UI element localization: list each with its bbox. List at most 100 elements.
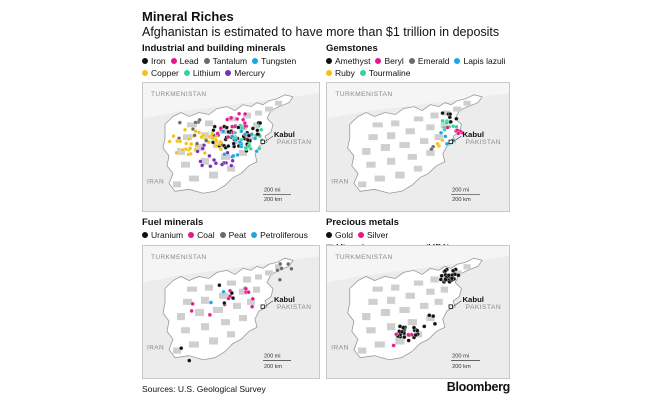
mineral-resource-area: [405, 128, 415, 135]
map-industrial: TURKMENISTAN PAKISTAN IRAN Kabul 200 mi 200 k…: [142, 82, 320, 212]
deposit-dot: [221, 129, 226, 134]
deposit-dot: [184, 141, 189, 146]
source-note: Sources: U.S. Geological Survey: [142, 384, 266, 394]
mineral-resource-area: [395, 171, 405, 179]
deposit-dot: [448, 119, 453, 124]
mineral-resource-area: [247, 298, 255, 305]
mineral-resource-area: [413, 165, 423, 172]
deposit-dot: [197, 130, 202, 135]
legend-dot-icon: [170, 58, 177, 64]
legend-dot-icon: [359, 70, 366, 76]
deposit-dot: [194, 141, 200, 146]
mineral-resource-area: [195, 308, 204, 317]
deposit-dot: [215, 131, 220, 136]
mineral-resource-area: [255, 110, 262, 116]
deposit-dot: [192, 133, 197, 138]
deposit-dot: [190, 301, 195, 306]
mineral-resource-area: [442, 110, 451, 116]
mineral-resource-area: [205, 120, 213, 127]
deposit-dot: [180, 148, 185, 153]
deposit-dot: [445, 125, 450, 130]
mineral-resource-area: [368, 298, 378, 305]
legend-industrial: Iron Lead Tantalum Tungsten Copper Lithium Mer…: [142, 55, 312, 79]
mineral-resource-area: [187, 122, 197, 128]
mineral-resource-area: [426, 288, 435, 295]
scale-label-km: 200 km: [264, 364, 282, 370]
deposit-dot: [241, 117, 246, 122]
mineral-resource-area: [239, 288, 247, 295]
deposit-dot: [197, 117, 202, 122]
mineral-resource-area: [386, 157, 396, 165]
mineral-resource-area: [239, 149, 247, 156]
legend-label: Lead: [179, 56, 199, 66]
deposit-dot: [440, 118, 445, 123]
mineral-resource-area: [362, 313, 371, 321]
legend-item: Lead: [170, 55, 199, 67]
deposit-dot: [237, 111, 242, 116]
legend-label: Beryl: [384, 56, 404, 66]
deposit-dot: [406, 338, 411, 343]
map-svg: TURKMENISTAN PAKISTAN IRAN Kabul 200 mi 200 k…: [327, 246, 509, 378]
panel-title-gemstones: Gemstones: [326, 43, 378, 54]
afghanistan-outline: [162, 257, 294, 361]
deposit-dot: [213, 143, 219, 148]
mineral-resource-area: [463, 264, 471, 270]
kabul-leader-line: [264, 135, 274, 142]
legend-label: Iron: [151, 56, 166, 66]
mineral-resource-area: [247, 134, 255, 141]
legend-dot-icon: [203, 58, 210, 64]
deposit-dot: [204, 138, 209, 143]
deposit-dot: [422, 324, 427, 329]
mineral-resource-area: [380, 308, 391, 317]
deposit-dot: [440, 111, 445, 116]
deposit-dot: [235, 152, 240, 157]
legend-dot-icon: [183, 70, 190, 76]
deposit-dot: [174, 150, 179, 155]
scale-label-mi: 200 mi: [264, 354, 280, 360]
mineral-resource-area: [265, 270, 273, 276]
legend-label: Tourmaline: [368, 68, 411, 78]
deposit-dot: [443, 134, 448, 139]
legend-item: Silver: [357, 229, 389, 241]
legend-label: Silver: [366, 230, 389, 240]
map-fuel: TURKMENISTAN PAKISTAN IRAN Kabul 200 mi 200 k…: [142, 245, 320, 379]
deposit-dot: [243, 145, 248, 150]
mineral-resource-area: [219, 292, 228, 299]
mineral-resource-area: [374, 341, 385, 348]
country-label-east: PAKISTAN: [466, 139, 501, 146]
northern-region: [327, 83, 509, 119]
mineral-resource-area: [221, 319, 230, 326]
mineral-resource-area: [233, 302, 241, 309]
deposit-dot: [188, 151, 193, 156]
mineral-resource-area: [173, 181, 181, 188]
deposit-dot: [289, 266, 294, 271]
deposit-dot: [402, 335, 407, 340]
legend-item: Copper: [142, 67, 179, 79]
mineral-resource-area: [275, 100, 282, 106]
legend-dot-icon: [326, 70, 332, 76]
country-label-north: TURKMENISTAN: [335, 91, 392, 98]
mineral-resource-area: [243, 276, 251, 283]
deposit-dot: [442, 127, 447, 132]
deposit-dot: [189, 308, 194, 314]
deposit-dot: [394, 332, 399, 337]
mineral-resource-area: [391, 284, 400, 291]
deposit-dot: [253, 136, 258, 141]
panel-title-fuel: Fuel minerals: [142, 217, 204, 228]
mineral-resource-area: [434, 134, 443, 141]
afghanistan-outline: [162, 94, 294, 194]
mineral-resource-area: [440, 122, 448, 129]
deposit-dot: [455, 128, 460, 133]
legend-item: Petroliferous: [251, 229, 308, 241]
deposit-dot: [208, 300, 214, 305]
deposit-dot: [200, 163, 205, 168]
deposit-dot: [250, 126, 255, 131]
deposit-dot: [195, 149, 200, 154]
country-label-west: IRAN: [331, 345, 349, 352]
mineral-resource-area: [372, 122, 383, 128]
legend-label: Lithium: [192, 68, 221, 78]
legend-gemstones: Amethyst Beryl Emerald Lapis lazuli Ruby Tour…: [326, 55, 511, 79]
mineral-resource-area: [399, 306, 410, 314]
kabul-marker-icon: [260, 139, 265, 144]
legend-dot-icon: [326, 58, 332, 64]
